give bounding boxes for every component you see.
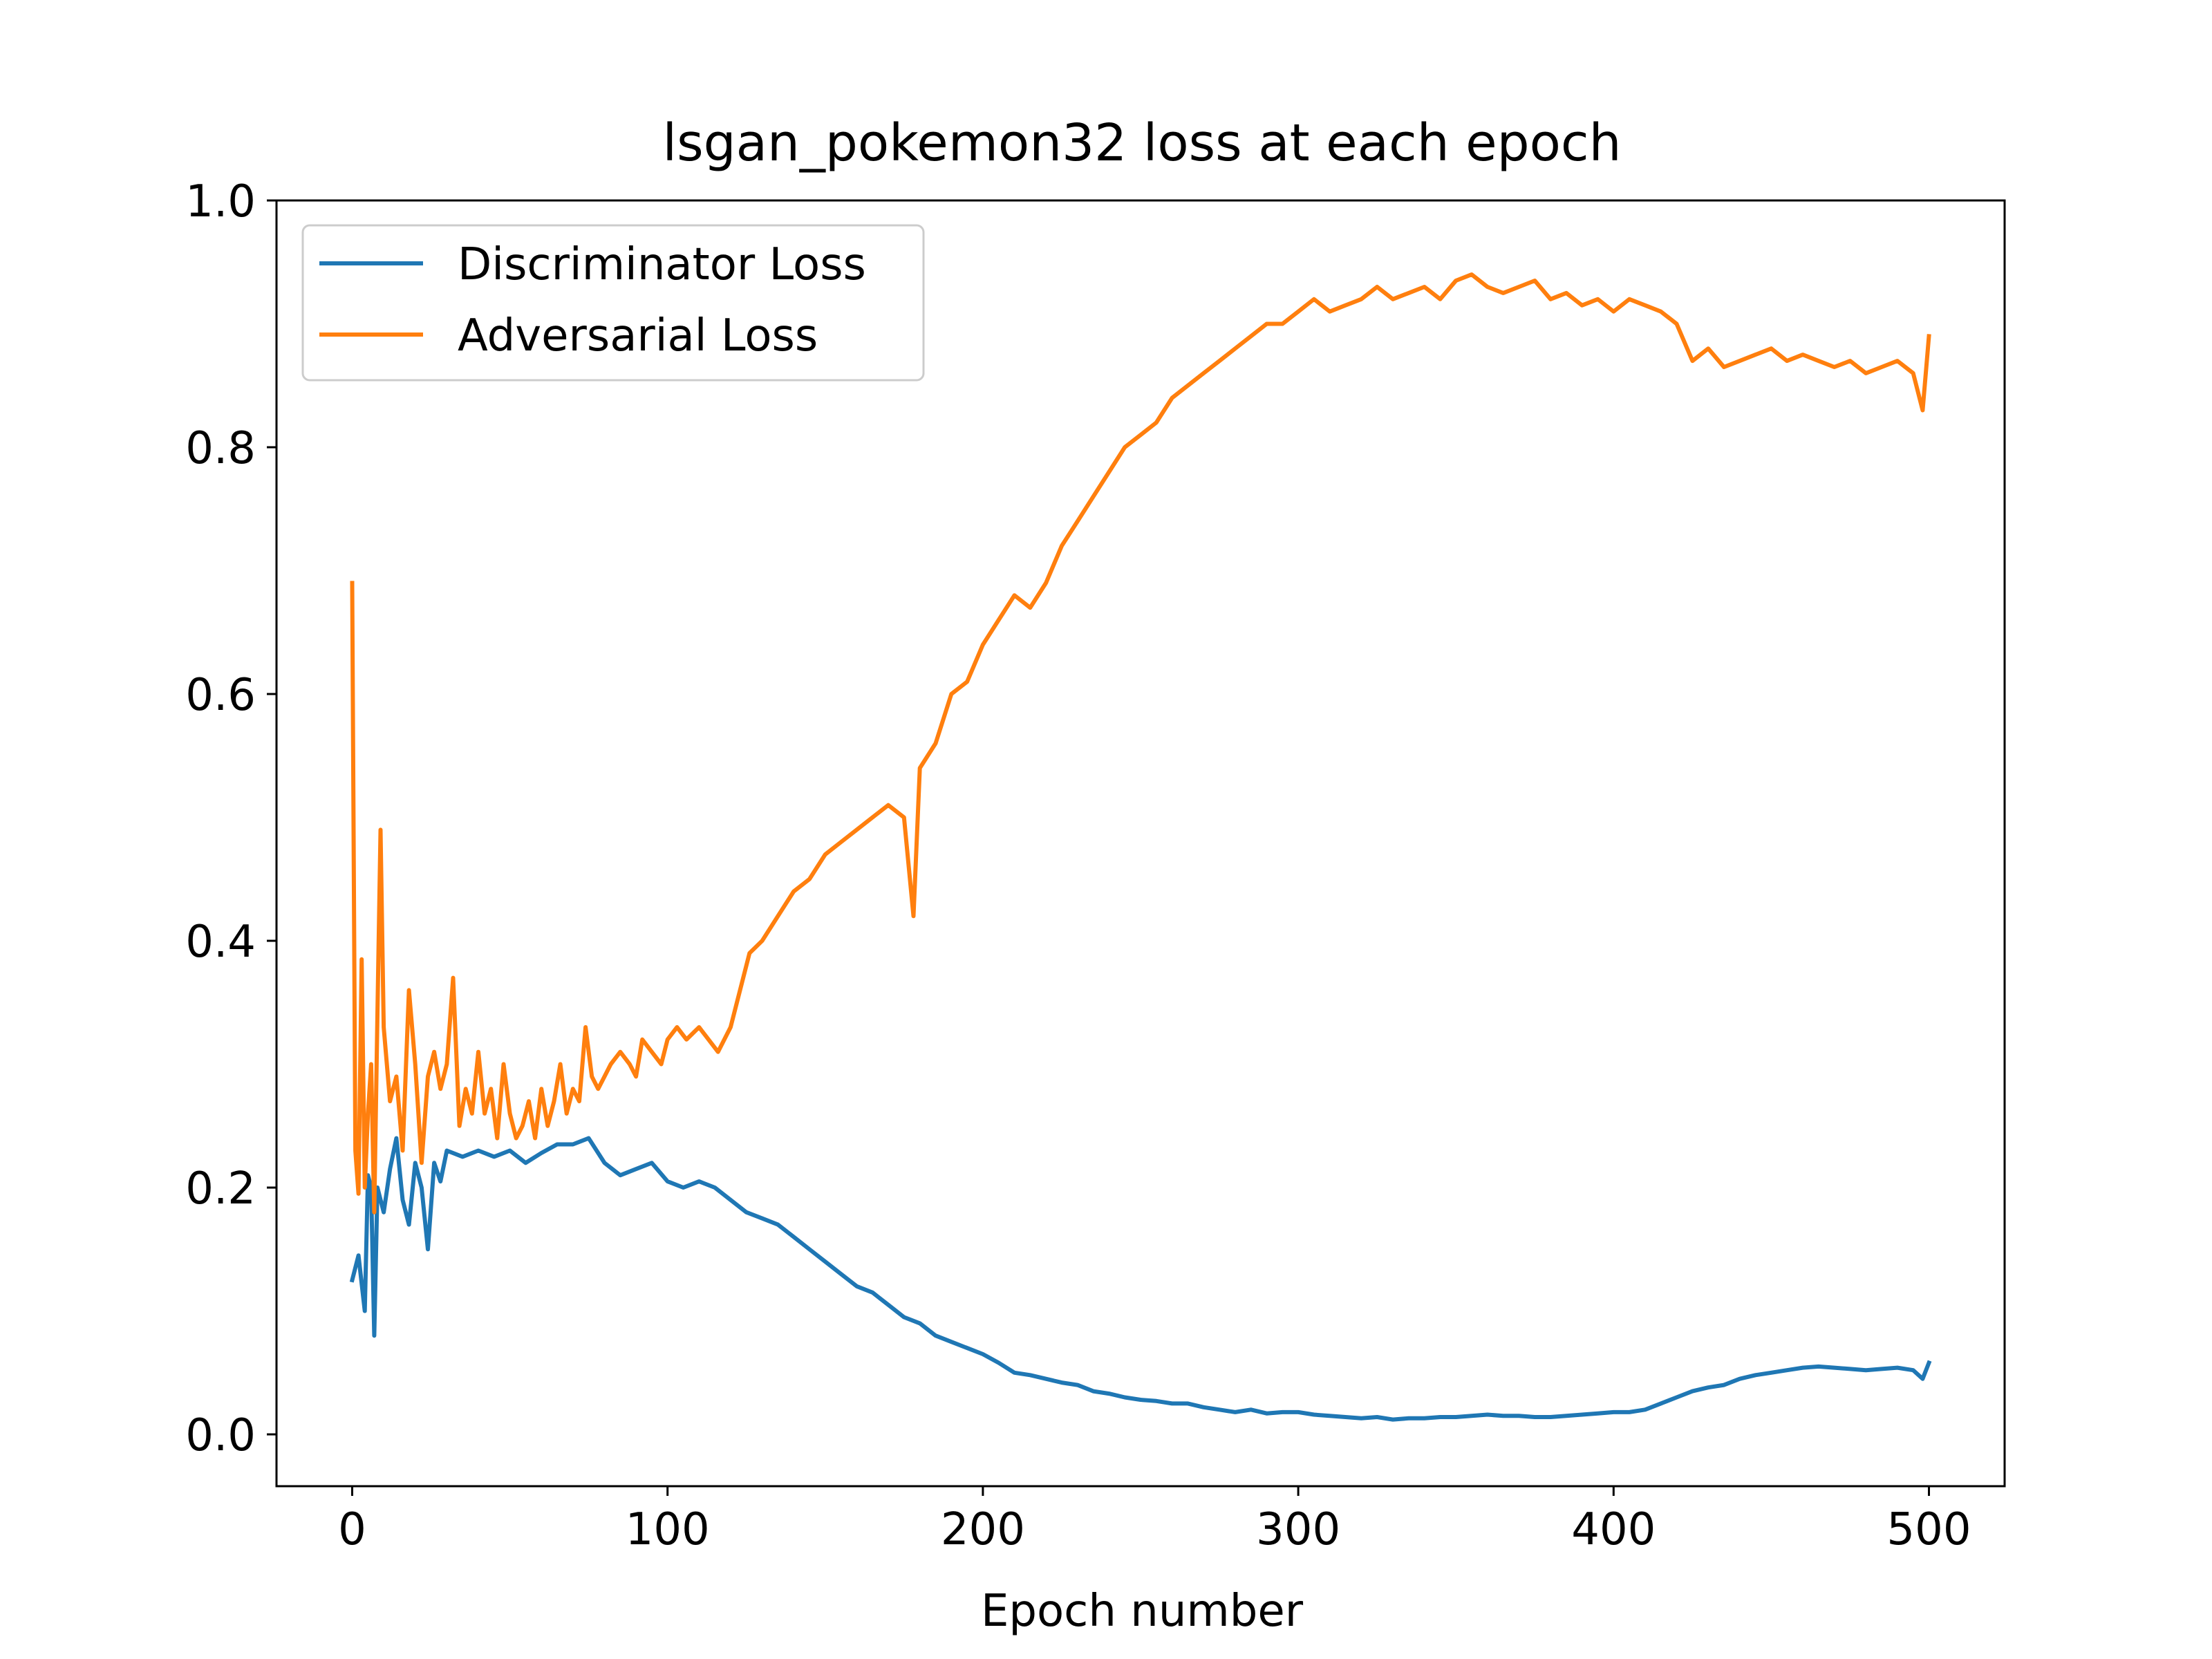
- legend: Discriminator Loss Adversarial Loss: [303, 225, 924, 380]
- y-tick-label: 1.0: [185, 176, 256, 227]
- legend-label-discriminator: Discriminator Loss: [458, 239, 866, 290]
- legend-label-adversarial: Adversarial Loss: [458, 310, 818, 362]
- x-tick-label: 500: [1886, 1504, 1971, 1555]
- x-tick-label: 200: [941, 1504, 1025, 1555]
- y-tick-label: 0.8: [185, 423, 256, 474]
- x-tick-label: 100: [626, 1504, 710, 1555]
- x-tick-label: 400: [1571, 1504, 1656, 1555]
- x-tick-label: 300: [1256, 1504, 1340, 1555]
- x-axis-label: Epoch number: [981, 1586, 1304, 1637]
- y-tick-label: 0.6: [185, 670, 256, 721]
- chart-title: lsgan_pokemon32 loss at each epoch: [663, 113, 1622, 173]
- x-tick-label: 0: [338, 1504, 366, 1555]
- y-tick-label: 0.2: [185, 1163, 256, 1215]
- y-tick-label: 0.4: [185, 917, 256, 968]
- y-tick-label: 0.0: [185, 1410, 256, 1461]
